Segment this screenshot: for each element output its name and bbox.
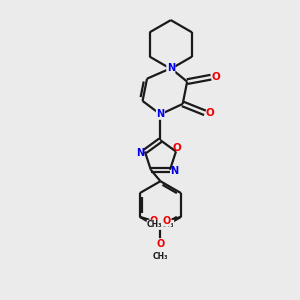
- Text: O: O: [172, 143, 181, 153]
- Text: CH₃: CH₃: [147, 220, 163, 229]
- Text: O: O: [156, 238, 164, 249]
- Text: O: O: [163, 216, 171, 226]
- Text: N: N: [156, 109, 164, 119]
- Text: N: N: [167, 63, 175, 73]
- Text: N: N: [136, 148, 145, 158]
- Text: CH₃: CH₃: [153, 252, 168, 261]
- Text: O: O: [212, 72, 221, 82]
- Text: O: O: [150, 216, 158, 226]
- Text: CH₃: CH₃: [158, 220, 174, 229]
- Text: O: O: [206, 108, 215, 118]
- Text: N: N: [170, 166, 178, 176]
